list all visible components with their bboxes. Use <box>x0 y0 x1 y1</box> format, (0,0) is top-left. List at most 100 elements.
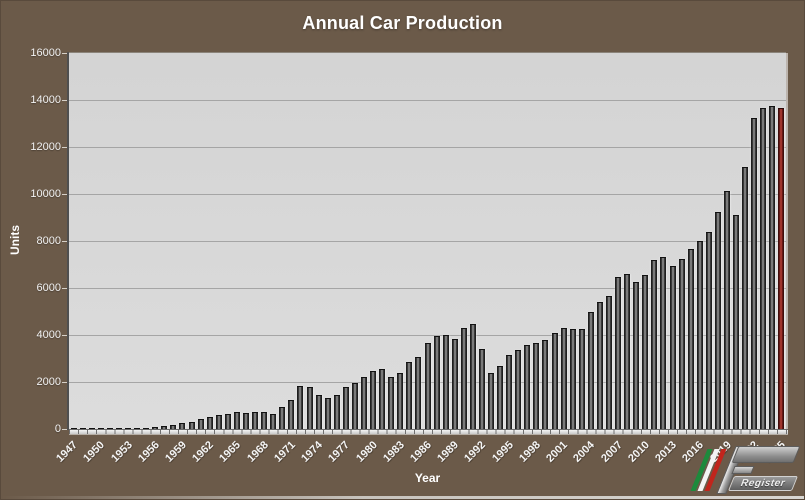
bar-1994 <box>497 366 504 429</box>
bar-1986 <box>424 343 431 429</box>
bar-2014 <box>678 259 685 429</box>
gridline-6000 <box>69 288 786 289</box>
bar-2017 <box>705 232 712 429</box>
bar-1961 <box>197 419 204 429</box>
x-tick-label-text: 1971 <box>272 439 298 465</box>
x-axis-title: Year <box>414 471 441 485</box>
x-tick-label-text: 2010 <box>625 439 652 465</box>
gridline-10000 <box>69 194 786 195</box>
x-tick-label-text: 2007 <box>598 439 625 465</box>
bar-1962 <box>206 417 213 429</box>
bar-1995 <box>506 355 513 429</box>
x-tick-label-text: 1992 <box>462 439 489 465</box>
y-tick-mark <box>62 53 67 54</box>
bar-1993 <box>488 373 495 429</box>
bar-2024 <box>769 106 776 429</box>
x-tick-label-text: 2013 <box>653 439 680 465</box>
bar-1975 <box>324 398 331 429</box>
y-tick-label: 6000 <box>36 281 61 294</box>
logo-register-text: Register <box>740 478 786 489</box>
bar-2006 <box>606 296 613 429</box>
bar-1976 <box>333 395 340 429</box>
y-tick-label: 12000 <box>30 140 61 153</box>
bar-1977 <box>342 387 349 429</box>
bar-2020 <box>733 215 740 429</box>
bar-1973 <box>306 387 313 429</box>
bar-1984 <box>406 362 413 429</box>
bar-1967 <box>252 412 259 429</box>
bar-1948 <box>79 428 86 429</box>
y-tick-mark <box>62 382 67 383</box>
y-tick-mark <box>62 194 67 195</box>
logo-register-plate: Register <box>727 476 799 491</box>
x-tick-label-text: 1983 <box>380 439 407 465</box>
bar-1953 <box>124 428 131 429</box>
bar-1949 <box>88 428 95 429</box>
bar-2000 <box>551 333 558 429</box>
x-tick-label-text: 1959 <box>163 439 189 465</box>
x-axis-tick-strip <box>69 429 788 434</box>
y-tick-label: 16000 <box>30 46 61 59</box>
x-tick-label-text: 2004 <box>571 439 598 465</box>
bar-1996 <box>515 350 522 429</box>
bar-1966 <box>242 413 249 429</box>
x-tick-label-text: 1953 <box>108 439 135 465</box>
y-tick-label: 8000 <box>36 234 61 247</box>
y-axis-title: Units <box>8 225 22 255</box>
bar-1955 <box>143 428 150 429</box>
bar-1970 <box>279 407 286 429</box>
x-tick-label-text: 1977 <box>326 439 353 465</box>
bar-1978 <box>351 383 358 429</box>
bar-2001 <box>560 328 567 429</box>
bar-1968 <box>261 412 268 429</box>
bar-1974 <box>315 395 322 429</box>
y-tick-label: 2000 <box>36 375 61 388</box>
bar-2004 <box>587 312 594 429</box>
bar-1992 <box>478 349 485 429</box>
bar-2002 <box>569 329 576 429</box>
bar-1958 <box>170 425 177 429</box>
bar-1987 <box>433 336 440 429</box>
x-tick-label-text: 1998 <box>517 439 543 465</box>
gridline-12000 <box>69 147 786 148</box>
bar-1951 <box>106 428 113 429</box>
x-tick-label-text: 1947 <box>54 439 81 465</box>
x-tick-label-text: 1956 <box>135 439 162 465</box>
bar-1990 <box>460 328 467 429</box>
bar-1959 <box>179 423 186 429</box>
gridline-8000 <box>69 241 786 242</box>
bar-1979 <box>360 377 367 429</box>
y-tick-mark <box>62 241 67 242</box>
plot-top-edge <box>67 52 786 53</box>
bar-2015 <box>687 249 694 429</box>
logo-f-middle-bar <box>731 466 755 474</box>
bar-1956 <box>152 427 159 429</box>
bar-2021 <box>742 167 749 429</box>
bar-2010 <box>642 275 649 429</box>
bar-2012 <box>660 257 667 429</box>
x-tick-label-text: 1980 <box>353 439 380 465</box>
bar-1972 <box>297 386 304 429</box>
bar-1969 <box>270 414 277 429</box>
bar-1999 <box>542 340 549 429</box>
bar-1960 <box>188 422 195 429</box>
bar-1980 <box>370 371 377 429</box>
bar-2013 <box>669 266 676 429</box>
x-tick-label-text: 1995 <box>489 439 516 465</box>
bar-2007 <box>615 277 622 429</box>
bar-1981 <box>379 369 386 429</box>
bar-1965 <box>233 412 240 429</box>
x-tick-label-text: 1968 <box>244 439 271 465</box>
bar-1997 <box>524 345 531 429</box>
gridline-14000 <box>69 100 786 101</box>
bar-1998 <box>533 343 540 429</box>
bar-1985 <box>415 357 422 429</box>
bar-1952 <box>115 428 122 429</box>
bar-1989 <box>451 339 458 429</box>
bar-2005 <box>596 302 603 429</box>
bar-2003 <box>578 329 585 429</box>
y-tick-mark <box>62 429 67 430</box>
bar-2023 <box>760 108 767 429</box>
plot-area <box>67 52 788 434</box>
bar-2018 <box>714 212 721 429</box>
